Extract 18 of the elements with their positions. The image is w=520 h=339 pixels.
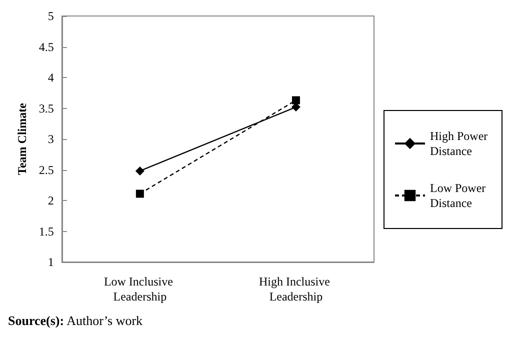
source-note: Source(s): Author’s work bbox=[8, 313, 144, 328]
y-tick-label: 2 bbox=[48, 194, 54, 208]
y-tick-label: 3.5 bbox=[38, 101, 54, 116]
legend-label: Low Power Distance bbox=[430, 181, 489, 210]
y-axis-title: Team Climate bbox=[15, 102, 29, 175]
legend-label: High Power Distance bbox=[430, 129, 491, 158]
y-tick-label: 1 bbox=[48, 255, 54, 269]
y-tick-label: 4 bbox=[48, 70, 54, 84]
point bbox=[292, 96, 300, 104]
x-tick-label: Low Inclusive Leadership bbox=[104, 274, 176, 304]
y-tick-label: 5 bbox=[48, 9, 54, 23]
point bbox=[135, 166, 144, 176]
y-tick-label: 2.5 bbox=[38, 162, 54, 177]
y-tick-label: 3 bbox=[48, 132, 54, 146]
x-tick-label: High Inclusive Leadership bbox=[258, 274, 333, 304]
y-tick-label: 4.5 bbox=[38, 40, 54, 54]
point bbox=[136, 190, 144, 198]
y-tick-label: 1.5 bbox=[38, 224, 54, 238]
